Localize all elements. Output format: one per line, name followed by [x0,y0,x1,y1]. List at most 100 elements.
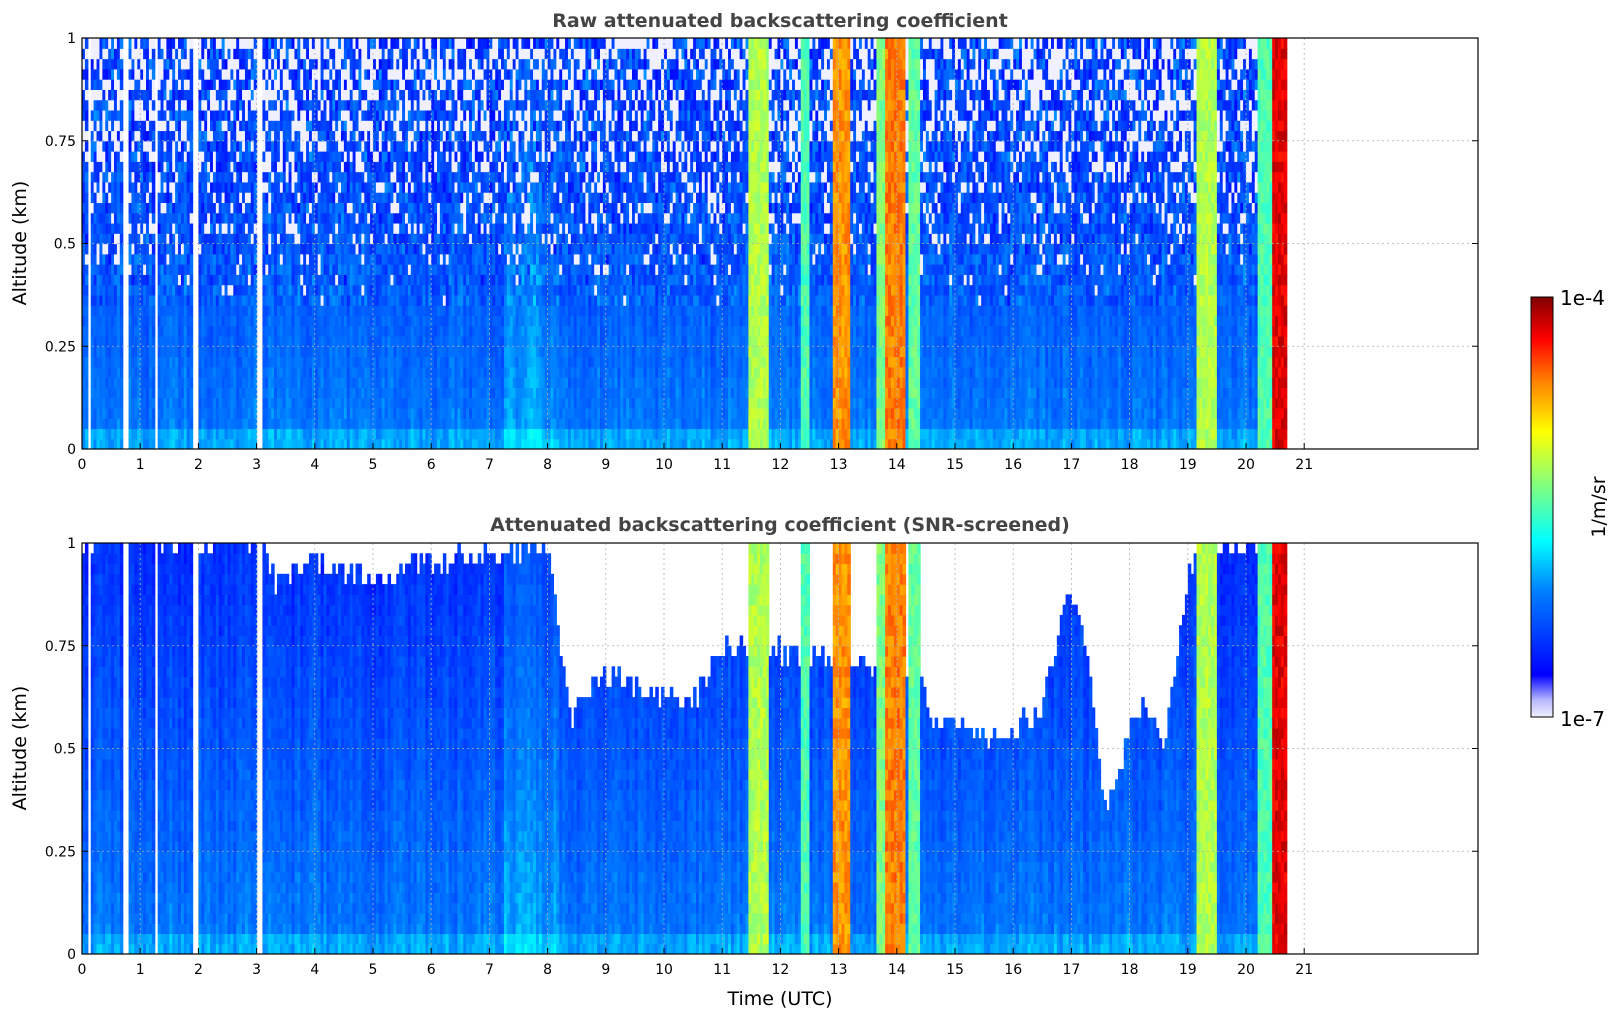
heatmap-cell [172,243,176,255]
heatmap-cell [84,438,89,449]
heatmap-cell [131,305,135,317]
heatmap-cell [282,356,287,368]
heatmap-cell [317,89,322,101]
heatmap-cell [239,243,243,255]
heatmap-cell [116,243,121,255]
heatmap-cell [308,233,313,245]
heatmap-cell [137,397,141,409]
heatmap-cell [151,233,156,245]
heatmap-cell [282,120,287,132]
heatmap-cell [169,366,173,378]
heatmap-cell [308,346,313,358]
heatmap-cell [314,161,319,173]
heatmap-cell [306,130,310,142]
heatmap-cell [262,274,266,286]
heatmap-cell [90,387,95,399]
heatmap-cell [300,181,304,193]
heatmap-cell [332,253,336,265]
heatmap-cell [210,274,214,286]
heatmap-cell [137,222,141,234]
heatmap-cell [90,58,95,70]
heatmap-cell [335,438,339,449]
heatmap-cell [210,233,214,245]
heatmap-cell [201,48,205,60]
heatmap-cell [323,274,328,286]
heatmap-cell [320,294,325,306]
heatmap-cell [169,418,173,430]
heatmap-cell [134,356,138,368]
heatmap-cell [288,151,293,162]
heatmap-cell [276,171,281,183]
heatmap-cell [224,79,229,90]
heatmap-cell [306,192,310,204]
heatmap-cell [99,407,103,419]
heatmap-cell [108,284,112,296]
heatmap-cell [242,264,246,275]
heatmap-cell [183,387,188,399]
heatmap-cell [186,418,191,430]
heatmap-cell [201,253,205,265]
heatmap-cell [183,89,188,101]
heatmap-cell [297,171,301,183]
heatmap-cell [215,377,220,388]
heatmap-cell [108,109,112,121]
heatmap-cell [230,233,234,245]
heatmap-cell [306,243,310,255]
heatmap-cell [221,294,226,306]
heatmap-cell [297,161,301,173]
heatmap-cell [163,68,167,80]
heatmap-cell [218,243,223,255]
heatmap-cell [148,99,153,111]
heatmap-cell [230,48,234,60]
heatmap-cell [288,48,293,60]
heatmap-cell [250,264,255,275]
heatmap-cell [146,397,150,409]
heatmap-cell [320,151,325,162]
heatmap-cell [285,294,290,306]
heatmap-cell [140,99,144,111]
heatmap-cell [279,397,284,409]
heatmap-cell [326,99,330,111]
heatmap-cell [114,356,118,368]
heatmap-cell [131,192,135,204]
heatmap-cell [93,346,98,358]
heatmap-cell [198,171,202,183]
heatmap-cell [262,161,266,173]
heatmap-cell [303,89,307,101]
heatmap-cell [134,377,138,388]
heatmap-cell [326,325,330,337]
heatmap-cell [116,38,121,49]
heatmap-cell [285,233,290,245]
heatmap-cell [314,58,319,70]
heatmap-cell [93,233,98,245]
heatmap-cell [268,79,272,90]
heatmap-cell [172,438,176,449]
heatmap-cell [291,284,296,296]
heatmap-cell [148,407,153,419]
heatmap-cell [230,109,234,121]
heatmap-cell [146,151,150,162]
heatmap-cell [99,438,103,449]
heatmap-cell [294,58,298,70]
heatmap-cell [201,418,205,430]
heatmap-cell [268,89,272,101]
heatmap-cell [105,233,109,245]
heatmap-cell [90,222,95,234]
heatmap-cell [99,233,103,245]
heatmap-cell [105,151,109,162]
heatmap-cell [210,181,214,193]
heatmap-cell [242,181,246,193]
heatmap-cell [236,130,240,142]
heatmap-cell [303,346,307,358]
heatmap-cell [326,202,330,214]
heatmap-cell [311,387,316,399]
heatmap-cell [148,366,153,378]
heatmap-cell [189,387,194,399]
heatmap-cell [108,38,112,49]
heatmap-cell [329,212,333,224]
heatmap-cell [221,48,226,60]
heatmap-cell [300,366,304,378]
heatmap-cell [215,243,220,255]
heatmap-cell [157,335,162,347]
heatmap-cell [276,48,281,60]
